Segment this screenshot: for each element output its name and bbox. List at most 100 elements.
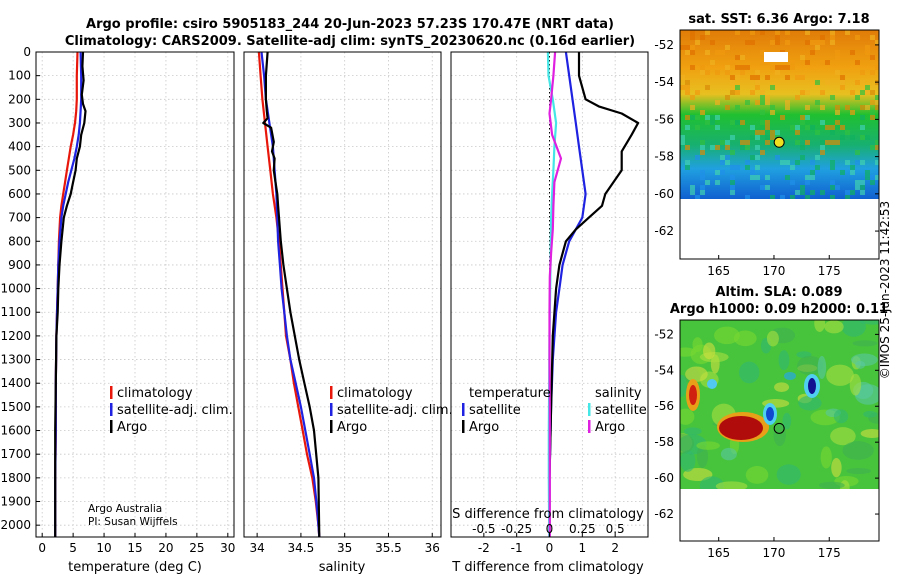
x-tick-label: 36 bbox=[425, 541, 440, 555]
s-tick-label: -0.25 bbox=[501, 522, 532, 536]
legend-swatch-s-argo bbox=[588, 420, 591, 433]
legend-label-argo: Argo bbox=[117, 420, 147, 435]
x-tick-label: 20 bbox=[158, 541, 173, 555]
lat-tick-label: -56 bbox=[654, 112, 674, 126]
temperature-legend: climatology satellite-adj. clim. Argo bbox=[110, 386, 233, 435]
salinity-plot-area bbox=[244, 52, 441, 537]
x-tick-label: 30 bbox=[220, 541, 235, 555]
s-tick-label: -0.5 bbox=[472, 522, 495, 536]
depth-tick-label: 1400 bbox=[0, 376, 31, 390]
float-position-marker bbox=[773, 136, 785, 148]
difference-grid bbox=[451, 51, 648, 537]
sla-latitude-tick-labels: -52 -54 -56 -58 -60 -62 bbox=[654, 327, 879, 521]
depth-tick-label: 400 bbox=[8, 140, 31, 154]
legend-swatch-climatology bbox=[330, 386, 333, 399]
s-tick-label: 0.25 bbox=[569, 522, 596, 536]
sst-longitude-tick-labels: 165 170 175 bbox=[707, 255, 841, 278]
legend-heading-temperature: temperature bbox=[469, 386, 551, 401]
lat-tick-label: -58 bbox=[654, 435, 674, 449]
depth-tick-label: 1500 bbox=[0, 400, 31, 414]
depth-tick-label: 900 bbox=[8, 258, 31, 272]
lat-tick-label: -54 bbox=[654, 363, 674, 377]
lat-tick-label: -62 bbox=[654, 507, 674, 521]
lat-tick-label: -60 bbox=[654, 187, 674, 201]
temperature-lines bbox=[54, 51, 87, 537]
depth-tick-label: 800 bbox=[8, 234, 31, 248]
s-difference-tick-labels: -0.5 -0.25 0 0.25 0.5 bbox=[472, 522, 625, 536]
x-tick-label: 34 bbox=[249, 541, 264, 555]
float-position-marker bbox=[773, 422, 785, 434]
legend-label-climatology: climatology bbox=[117, 386, 193, 401]
depth-tick-label: 1200 bbox=[0, 329, 31, 343]
series-line-argo bbox=[262, 51, 321, 538]
lat-tick-label: -56 bbox=[654, 399, 674, 413]
depth-tick-label: 1000 bbox=[0, 282, 31, 296]
credit-line2: PI: Susan Wijffels bbox=[88, 516, 178, 528]
legend-swatch-argo bbox=[110, 420, 113, 433]
sla-map-image bbox=[680, 320, 879, 489]
legend-swatch-argo bbox=[330, 420, 333, 433]
legend-label-t-satellite: satellite bbox=[469, 403, 521, 418]
legend-label-argo: Argo bbox=[337, 420, 367, 435]
lat-tick-label: -52 bbox=[654, 38, 674, 52]
depth-tick-label: 1700 bbox=[0, 447, 31, 461]
legend-swatch-t-satellite bbox=[462, 403, 465, 416]
legend-label-satellite: satellite-adj. clim. bbox=[337, 403, 453, 418]
sst-map-image bbox=[680, 30, 879, 199]
salinity-lines bbox=[257, 51, 321, 538]
x-tick-label: 5 bbox=[69, 541, 77, 555]
temperature-panel: 0100200300400500600700800900100011001200… bbox=[0, 45, 235, 575]
x-tick-label: 25 bbox=[189, 541, 204, 555]
salinity-legend: climatology satellite-adj. clim. Argo bbox=[330, 386, 453, 435]
depth-tick-label: 2000 bbox=[0, 518, 31, 532]
difference-legend: temperature satellite Argo salinity sate… bbox=[462, 386, 647, 435]
t-difference-tick-labels: -2 -1 0 1 2 bbox=[478, 533, 619, 555]
figure-title-line2: Climatology: CARS2009. Satellite-adj cli… bbox=[65, 34, 635, 49]
sst-map-panel: sat. SST: 6.36 Argo: 7.18 -52 -54 -56 -58 -6… bbox=[654, 12, 880, 278]
figure-title-line1: Argo profile: csiro 5905183_244 20-Jun-2… bbox=[86, 17, 614, 32]
legend-label-climatology: climatology bbox=[337, 386, 413, 401]
depth-tick-label: 100 bbox=[8, 69, 31, 83]
x-tick-label: 10 bbox=[96, 541, 111, 555]
x-tick-label: 0 bbox=[546, 541, 554, 555]
legend-heading-salinity: salinity bbox=[595, 386, 642, 401]
lon-tick-label: 175 bbox=[818, 546, 841, 560]
x-tick-label: -1 bbox=[511, 541, 523, 555]
legend-swatch-s-satellite bbox=[588, 403, 591, 416]
series-line-argo bbox=[548, 52, 640, 537]
s-difference-axis-label: S difference from climatology bbox=[452, 507, 644, 522]
x-tick-label: 15 bbox=[127, 541, 142, 555]
depth-tick-label: 1100 bbox=[0, 305, 31, 319]
legend-label-t-argo: Argo bbox=[469, 420, 499, 435]
s-tick-label: 0.5 bbox=[606, 522, 625, 536]
depth-tick-label: 1300 bbox=[0, 353, 31, 367]
series-line-argo bbox=[548, 51, 563, 537]
lat-tick-label: -60 bbox=[654, 471, 674, 485]
depth-tick-labels: 0 100 200 300 400 500 600 700 800 900 1000 1100 1200… bbox=[0, 45, 40, 532]
series-line-satellite-adj-clim- bbox=[260, 51, 321, 538]
x-tick-label: 2 bbox=[611, 541, 619, 555]
salinity-panel: 34 34.5 35 35.5 36 salinity climatology sate… bbox=[243, 51, 453, 575]
depth-tick-label: 1800 bbox=[0, 471, 31, 485]
lon-tick-label: 170 bbox=[763, 546, 786, 560]
x-tick-label: 35.5 bbox=[375, 541, 402, 555]
salinity-tick-labels: 34 34.5 35 35.5 36 bbox=[249, 533, 440, 555]
legend-label-satellite: satellite-adj. clim. bbox=[117, 403, 233, 418]
x-tick-label: 1 bbox=[579, 541, 587, 555]
depth-tick-label: 700 bbox=[8, 211, 31, 225]
sst-latitude-tick-labels: -52 -54 -56 -58 -60 -62 bbox=[654, 38, 879, 238]
legend-label-s-argo: Argo bbox=[595, 420, 625, 435]
lon-tick-label: 165 bbox=[707, 264, 730, 278]
lat-tick-label: -62 bbox=[654, 224, 674, 238]
x-tick-label: 0 bbox=[38, 541, 46, 555]
lon-tick-label: 175 bbox=[818, 264, 841, 278]
depth-tick-label: 500 bbox=[8, 163, 31, 177]
x-tick-label: -2 bbox=[478, 541, 490, 555]
x-tick-label: 34.5 bbox=[288, 541, 315, 555]
lon-tick-label: 165 bbox=[707, 546, 730, 560]
difference-lines bbox=[546, 51, 640, 538]
depth-tick-label: 0 bbox=[23, 45, 31, 59]
depth-tick-label: 300 bbox=[8, 116, 31, 130]
depth-tick-label: 600 bbox=[8, 187, 31, 201]
